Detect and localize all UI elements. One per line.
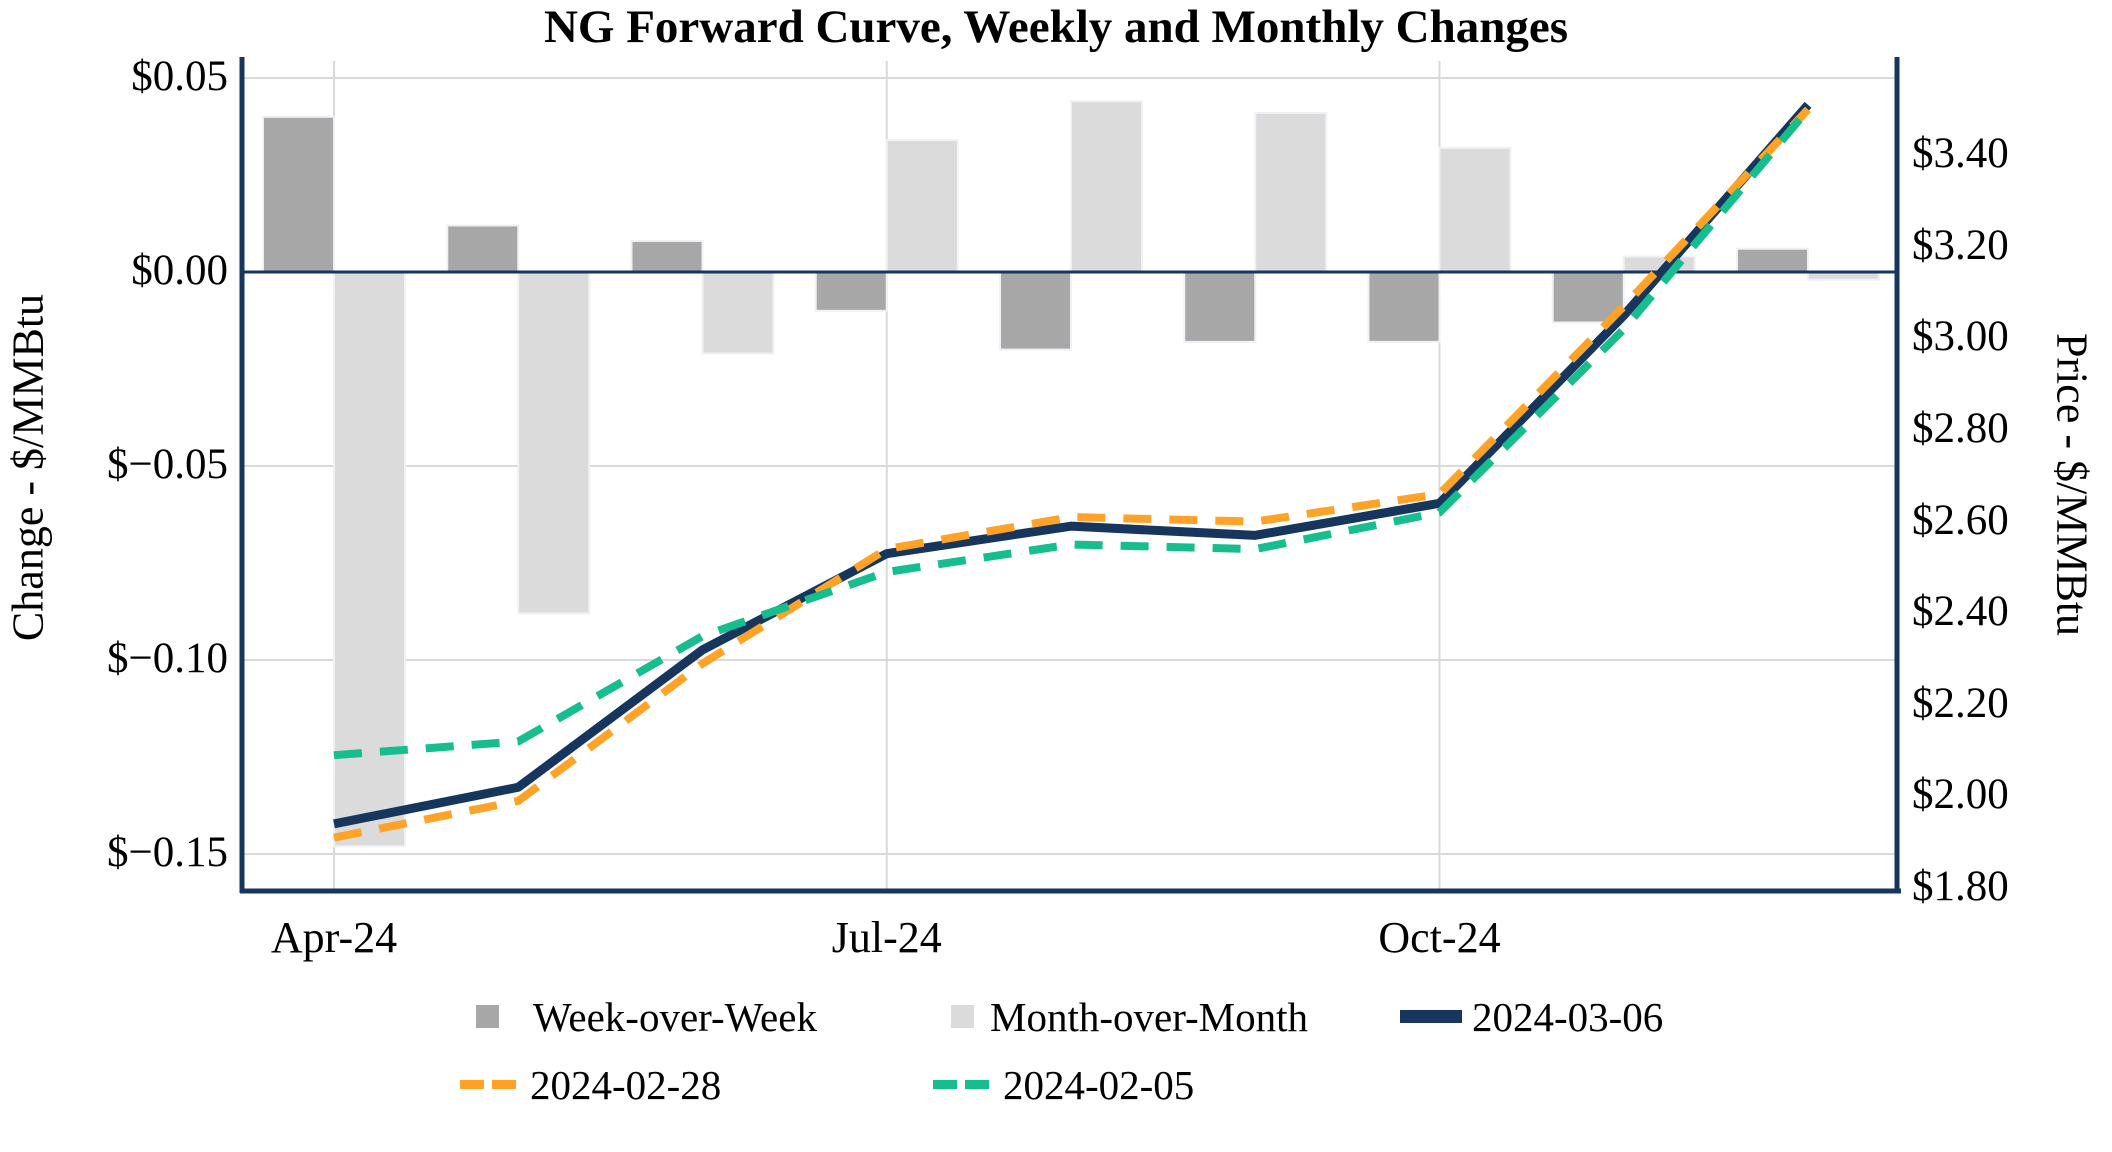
right-axis-tick: $2.60 [1912, 496, 2009, 544]
legend-marker-line [1400, 1010, 1462, 1023]
mom-bar [885, 139, 959, 273]
right-axis-tick: $2.80 [1912, 405, 2009, 452]
mom-bar [1254, 111, 1328, 273]
mom-bar [1070, 100, 1143, 273]
wow-bar [999, 271, 1072, 351]
wow-bar [1367, 271, 1441, 343]
legend-label: Week-over-Week [533, 994, 817, 1040]
wow-bar [262, 115, 335, 273]
right-axis-tick: $2.20 [1912, 679, 2009, 727]
left-axis-tick: $−0.15 [106, 829, 228, 876]
legend-label: 2024-03-06 [1472, 994, 1664, 1040]
x-axis-tick: Oct-24 [1378, 913, 1501, 962]
legend-label: Month-over-Month [990, 994, 1309, 1040]
right-axis-tick: $3.20 [1912, 221, 2009, 269]
wow-bar [1183, 271, 1257, 343]
right-axis-tick: $1.80 [1912, 863, 2009, 910]
x-axis-tick: Jul-24 [831, 913, 942, 962]
wow-bar [814, 271, 888, 312]
right-axis-tick: $3.40 [1912, 130, 2009, 178]
chart-title: NG Forward Curve, Weekly and Monthly Cha… [543, 1, 1569, 53]
legend-label: 2024-02-28 [530, 1062, 722, 1108]
left-axis-tick: $0.05 [131, 53, 228, 100]
left-axis-tick: $−0.05 [106, 441, 228, 488]
legend-label: 2024-02-05 [1003, 1062, 1195, 1108]
legend-marker-dashes [460, 1080, 484, 1089]
price-line-2024-03-06 [333, 101, 1812, 829]
price-line-2024-02-05 [333, 106, 1812, 760]
mom-bar [1438, 146, 1512, 273]
left-axis-tick: $−0.10 [106, 635, 228, 682]
mom-bar [333, 271, 406, 848]
legend-marker-square [476, 1005, 499, 1028]
wow-bar [446, 224, 520, 274]
mom-bar [517, 271, 591, 615]
right-axis-tick: $2.00 [1912, 771, 2009, 819]
legend-marker-dashes [965, 1080, 989, 1089]
legend-marker-square [951, 1005, 974, 1028]
left-axis-tick: $0.00 [131, 247, 228, 294]
wow-bar [1736, 247, 1809, 274]
right-axis-tick: $3.00 [1912, 313, 2009, 361]
wow-bar [630, 239, 704, 274]
right-axis-tick: $2.40 [1912, 588, 2009, 636]
x-axis-tick: Apr-24 [270, 913, 398, 962]
mom-bar [701, 271, 775, 355]
legend-marker-dashes [933, 1080, 957, 1089]
legend-marker-dashes [492, 1080, 516, 1089]
